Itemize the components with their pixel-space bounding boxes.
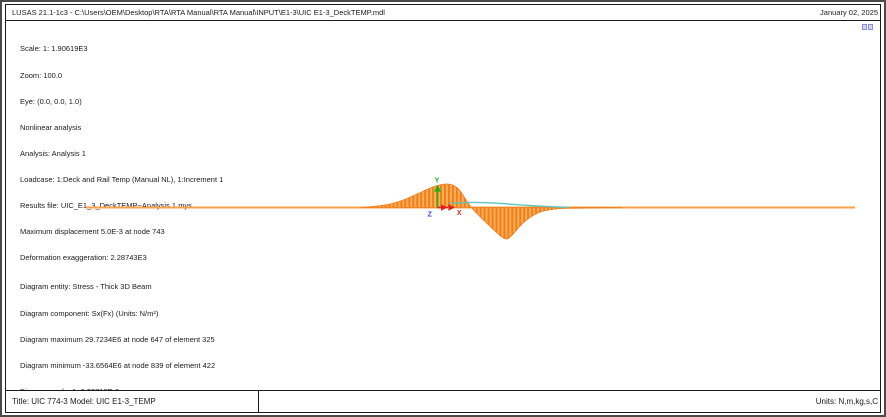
annotation-line: Diagram entity: Stress - Thick 3D Beam [20,282,152,292]
annotation-line: Maximum displacement 5.0E-3 at node 743 [20,227,165,237]
corner-marker-icon [862,24,873,30]
annotation-line: Diagram component: Sx(Fx) (Units: N/m²) [20,308,159,318]
annotation-line: Diagram minimum -33.6564E6 at node 839 o… [20,360,216,370]
title-bar: LUSAS 21.1-1c3 - C:\Users\OEM\Desktop\RT… [5,4,881,21]
window-date: January 02, 2025 [820,8,878,17]
annotation-line: Analysis: Analysis 1 [20,148,86,158]
annotation-line: Results file: UIC_E1_3_DeckTEMP~Analysis… [20,201,192,211]
status-bar: Title: UIC 774-3 Model: UIC E1-3_TEMP Un… [5,390,881,413]
annotation-line: Loadcase: 1:Deck and Rail Temp (Manual N… [20,174,224,184]
annotation-line: Eye: (0.0, 0.0, 1.0) [20,96,82,106]
annotation-line: Scale: 1: 1.90619E3 [20,44,88,54]
model-title: Title: UIC 774-3 Model: UIC E1-3_TEMP [12,397,156,406]
annotation-line: Diagram maximum 29.7234E6 at node 647 of… [20,334,215,344]
model-viewport[interactable]: Scale: 1: 1.90619E3 Zoom: 100.0 Eye: (0.… [5,21,881,396]
annotation-line: Nonlinear analysis [20,122,82,132]
units-label: Units: N,m,kg,s,C [815,397,878,406]
window-title: LUSAS 21.1-1c3 - C:\Users\OEM\Desktop\RT… [12,8,385,17]
annotation-line: Zoom: 100.0 [20,70,63,80]
annotation-text: Scale: 1: 1.90619E3 Zoom: 100.0 Eye: (0.… [20,28,223,414]
statusbar-divider [258,391,259,412]
annotation-line: Deformation exaggeration: 2.28743E3 [20,253,147,263]
